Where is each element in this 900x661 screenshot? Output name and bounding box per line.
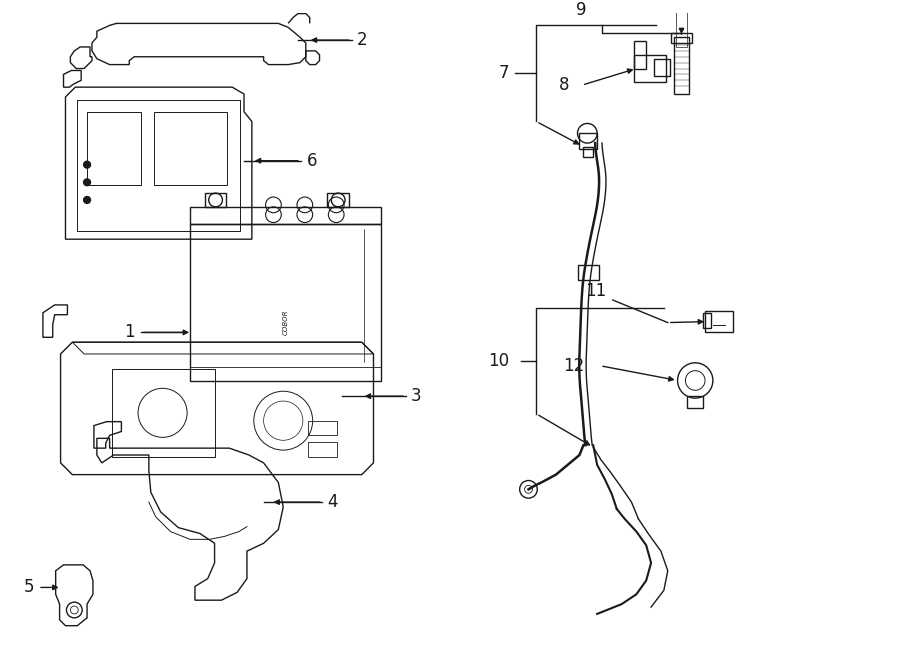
Circle shape xyxy=(84,196,91,204)
Text: 12: 12 xyxy=(563,357,585,375)
Bar xyxy=(670,33,692,43)
Bar xyxy=(634,55,666,82)
Bar xyxy=(154,112,228,185)
Bar xyxy=(87,112,141,185)
Bar xyxy=(634,41,646,69)
Circle shape xyxy=(84,179,91,186)
Text: 3: 3 xyxy=(410,387,421,405)
Text: 11: 11 xyxy=(585,282,607,300)
Bar xyxy=(328,193,349,207)
Text: 9: 9 xyxy=(576,1,587,19)
Bar xyxy=(703,313,711,329)
Bar xyxy=(580,134,597,149)
Bar xyxy=(676,0,688,47)
Text: 6: 6 xyxy=(307,152,318,170)
Bar xyxy=(674,37,689,94)
Text: 8: 8 xyxy=(559,76,570,95)
Bar xyxy=(578,264,599,280)
Bar xyxy=(308,442,338,457)
Text: 5: 5 xyxy=(23,578,34,596)
Bar xyxy=(654,59,670,77)
Text: COBOR: COBOR xyxy=(283,310,289,335)
Text: 7: 7 xyxy=(499,64,508,83)
Text: 1: 1 xyxy=(124,323,135,341)
Bar xyxy=(112,369,214,457)
Text: 4: 4 xyxy=(328,493,338,511)
Text: 10: 10 xyxy=(488,352,508,370)
Bar xyxy=(190,207,382,225)
Text: 2: 2 xyxy=(356,31,367,49)
Circle shape xyxy=(84,161,91,168)
Bar xyxy=(688,396,703,408)
Bar xyxy=(705,311,733,332)
Bar xyxy=(308,420,338,436)
Bar xyxy=(190,225,382,381)
Bar xyxy=(205,193,226,207)
Bar xyxy=(583,147,593,157)
